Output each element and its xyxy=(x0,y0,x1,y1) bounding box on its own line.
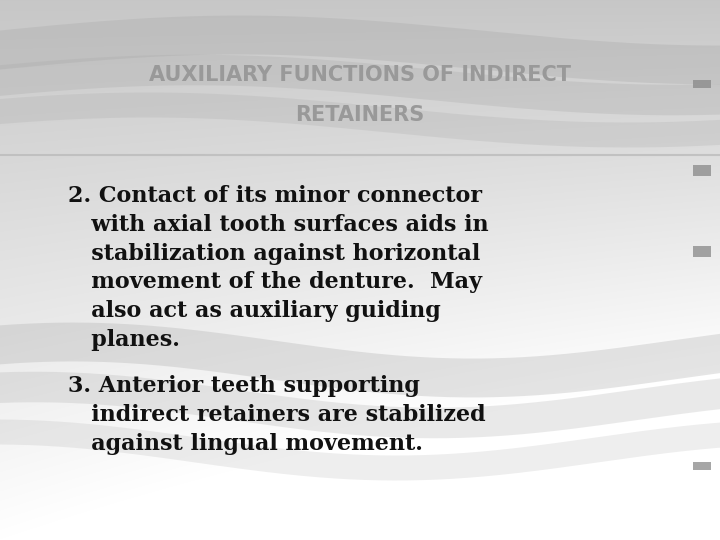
Bar xyxy=(693,462,711,470)
Bar xyxy=(693,80,711,88)
Text: AUXILIARY FUNCTIONS OF INDIRECT: AUXILIARY FUNCTIONS OF INDIRECT xyxy=(149,65,571,85)
Text: RETAINERS: RETAINERS xyxy=(295,105,425,125)
Text: 3. Anterior teeth supporting
   indirect retainers are stabilized
   against lin: 3. Anterior teeth supporting indirect re… xyxy=(68,375,485,455)
Text: 2. Contact of its minor connector
   with axial tooth surfaces aids in
   stabil: 2. Contact of its minor connector with a… xyxy=(68,185,489,351)
Bar xyxy=(693,165,711,176)
Bar xyxy=(693,246,711,256)
